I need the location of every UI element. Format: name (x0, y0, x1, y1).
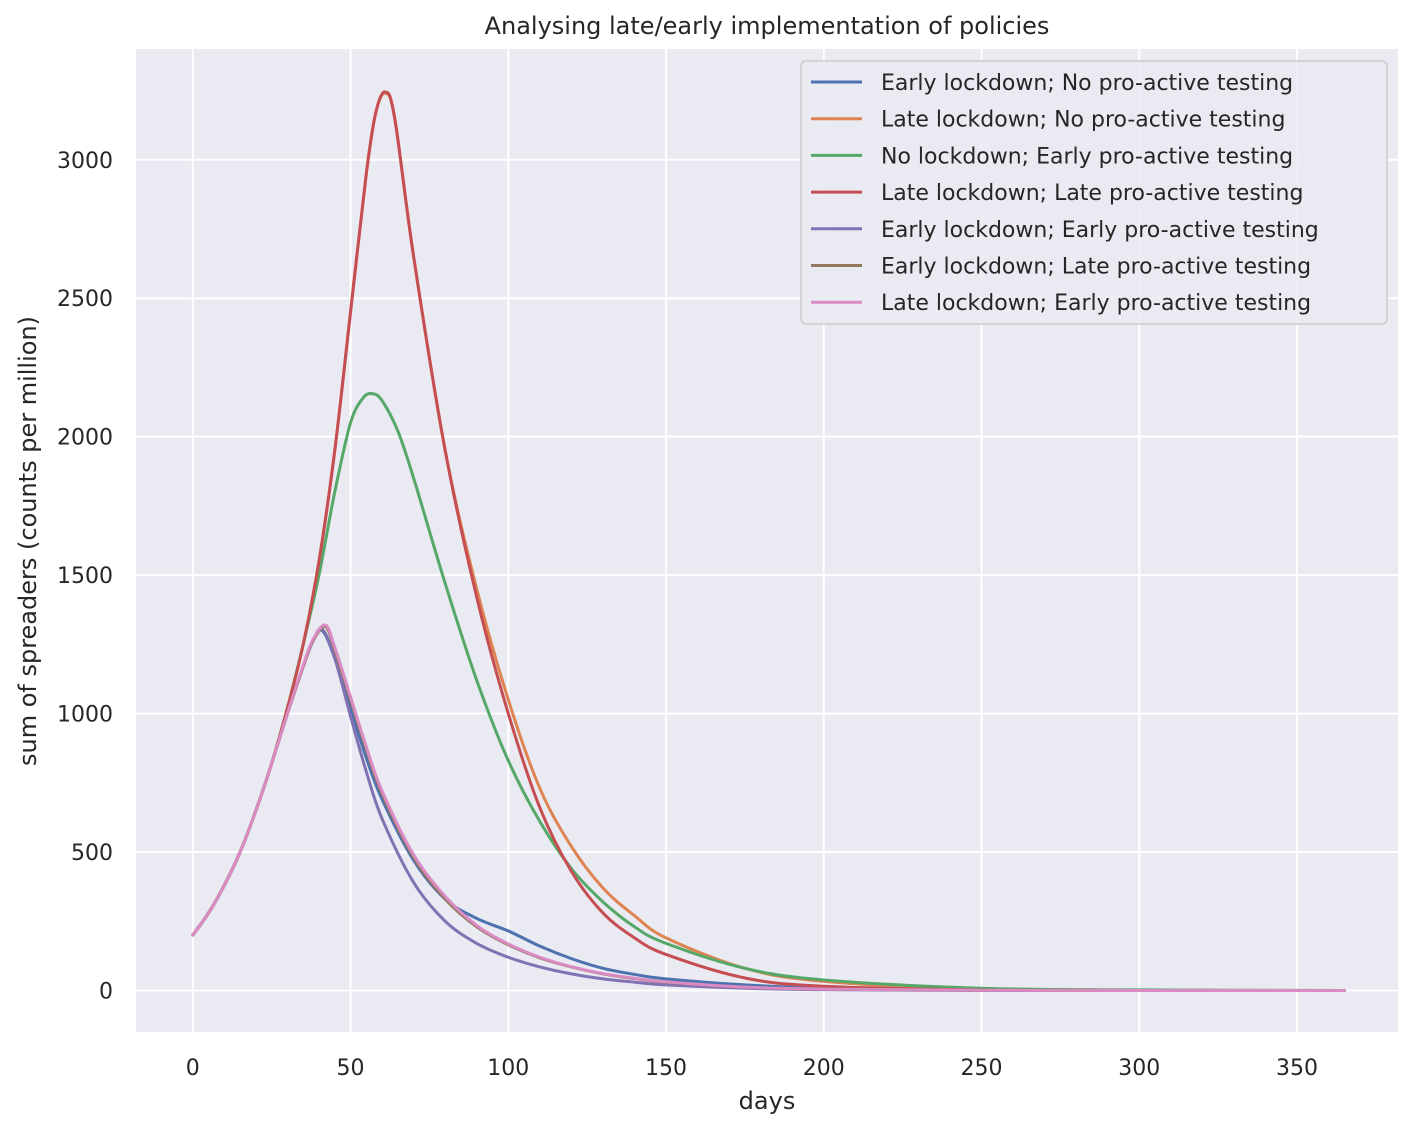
y-tick-label: 1000 (57, 703, 113, 728)
series-lines (191, 90, 1346, 993)
x-tick-label: 150 (645, 1056, 687, 1081)
y-axis-label: sum of spreaders (counts per million) (14, 316, 42, 766)
legend-entry: Late lockdown; Early pro-active testing (881, 291, 1311, 316)
y-tick-label: 2500 (57, 287, 113, 312)
legend-entry: Early lockdown; Early pro-active testing (881, 218, 1319, 243)
x-axis-ticks: 0 50 100 150 200 250 300 350 (186, 1056, 1318, 1081)
x-tick-label: 200 (803, 1056, 845, 1081)
x-tick-label: 100 (487, 1056, 529, 1081)
legend-entry: Early lockdown; No pro-active testing (881, 71, 1293, 96)
legend-entry: Late lockdown; No pro-active testing (881, 108, 1285, 133)
x-tick-label: 350 (1276, 1056, 1318, 1081)
legend-entry: No lockdown; Early pro-active testing (881, 144, 1293, 169)
legend-frame (800, 60, 1388, 325)
x-tick-label: 250 (961, 1056, 1003, 1081)
chart-title: Analysing late/early implementation of p… (485, 12, 1050, 40)
y-tick-label: 3000 (57, 149, 113, 174)
legend-entry: Early lockdown; Late pro-active testing (881, 255, 1311, 280)
y-tick-label: 1500 (57, 564, 113, 589)
y-tick-label: 500 (71, 841, 113, 866)
legend-entry: Late lockdown; Late pro-active testing (881, 181, 1303, 206)
x-axis-label: days (739, 1087, 796, 1115)
y-tick-label: 2000 (57, 426, 113, 451)
y-tick-label: 0 (99, 979, 113, 1004)
y-axis-ticks: 0 500 1000 1500 2000 2500 3000 (57, 149, 113, 1005)
x-tick-label: 300 (1118, 1056, 1160, 1081)
series-line-7 (191, 623, 1346, 992)
legend: Early lockdown; No pro-active testing Lat… (800, 60, 1388, 325)
x-tick-label: 0 (186, 1056, 200, 1081)
x-tick-label: 50 (337, 1056, 365, 1081)
